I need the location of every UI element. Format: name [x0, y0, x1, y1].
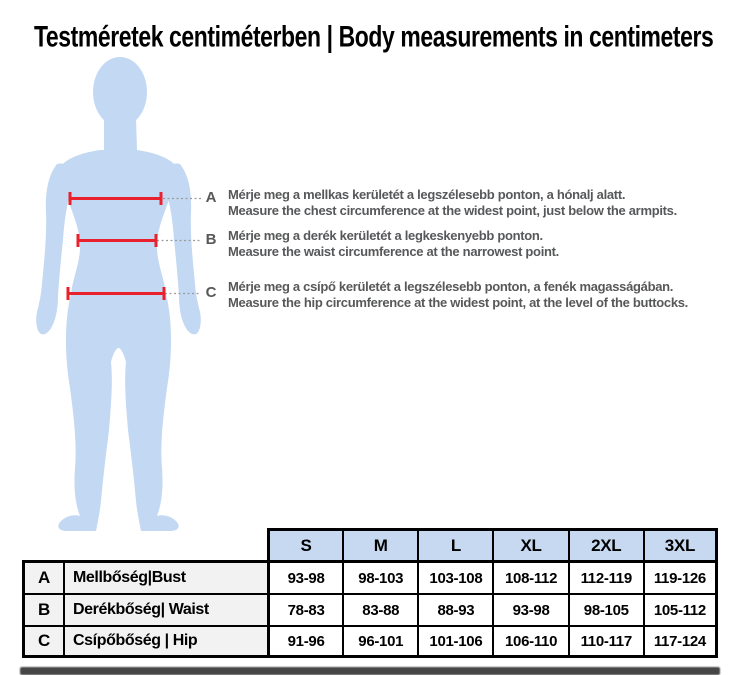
- waist-description: Mérje meg a derék kerületét a legkeskeny…: [228, 228, 738, 259]
- size-header-xl: XL: [492, 528, 568, 560]
- table-corner-spacer: [22, 528, 63, 560]
- hip-letter: C: [205, 284, 217, 301]
- waist-value-3xl: 105-112: [642, 593, 718, 625]
- hip-description-hu: Mérje meg a csípő kerületét a legszélese…: [228, 279, 674, 294]
- bust-value-l: 103-108: [417, 560, 493, 593]
- waist-measure-line: [76, 234, 158, 247]
- row-label-bust: Mellbőség|Bust: [63, 560, 267, 593]
- size-header-s: S: [267, 528, 343, 560]
- size-header-3xl: 3XL: [642, 528, 718, 560]
- row-label-hip: Csípőbőség | Hip: [63, 625, 267, 658]
- size-header-l: L: [417, 528, 493, 560]
- waist-value-s: 78-83: [267, 593, 343, 625]
- row-label-waist: Derékbőség| Waist: [63, 593, 267, 625]
- waist-description-en: Measure the waist circumference at the n…: [228, 243, 559, 259]
- connector-lines: [157, 197, 201, 295]
- hip-value-xl: 106-110: [492, 625, 568, 658]
- chest-description: Mérje meg a mellkas kerületét a legszéle…: [228, 187, 738, 218]
- bust-value-m: 98-103: [342, 560, 418, 593]
- chest-description-hu: Mérje meg a mellkas kerületét a legszéle…: [228, 187, 626, 202]
- bust-value-xl: 108-112: [492, 560, 568, 593]
- bust-value-2xl: 112-119: [567, 560, 643, 593]
- hip-value-3xl: 117-124: [642, 625, 718, 658]
- left-arm-silhouette: [36, 163, 73, 335]
- hip-measure-line: [66, 287, 166, 300]
- waist-letter: B: [205, 231, 217, 248]
- hip-value-l: 101-106: [417, 625, 493, 658]
- page-title: Testméretek centiméterben | Body measure…: [34, 20, 714, 53]
- size-header-2xl: 2XL: [567, 528, 643, 560]
- right-arm-silhouette: [164, 163, 201, 335]
- row-letter-bust: A: [22, 560, 63, 593]
- row-letter-waist: B: [22, 593, 63, 625]
- size-header-m: M: [342, 528, 418, 560]
- size-table: S M L XL 2XL 3XL A Mellbőség|Bust 93-98 …: [22, 528, 718, 658]
- cropped-bottom-strip: [20, 667, 720, 675]
- chest-measure-line: [68, 192, 163, 205]
- head-silhouette: [93, 57, 147, 127]
- torso-legs-silhouette: [57, 118, 180, 531]
- waist-value-2xl: 98-105: [567, 593, 643, 625]
- waist-description-hu: Mérje meg a derék kerületét a legkeskeny…: [228, 228, 543, 243]
- row-letter-hip: C: [22, 625, 63, 658]
- bust-value-s: 93-98: [267, 560, 343, 593]
- waist-value-xl: 93-98: [492, 593, 568, 625]
- hip-value-s: 91-96: [267, 625, 343, 658]
- waist-value-m: 83-88: [342, 593, 418, 625]
- hip-description: Mérje meg a csípő kerületét a legszélese…: [228, 279, 738, 310]
- chest-description-en: Measure the chest circumference at the w…: [228, 202, 677, 218]
- bust-value-3xl: 119-126: [642, 560, 718, 593]
- hip-value-m: 96-101: [342, 625, 418, 658]
- hip-value-2xl: 110-117: [567, 625, 643, 658]
- waist-value-l: 88-93: [417, 593, 493, 625]
- hip-description-en: Measure the hip circumference at the wid…: [228, 294, 688, 310]
- measure-lines: [66, 192, 166, 300]
- chest-letter: A: [205, 189, 217, 206]
- table-corner-spacer: [63, 528, 267, 560]
